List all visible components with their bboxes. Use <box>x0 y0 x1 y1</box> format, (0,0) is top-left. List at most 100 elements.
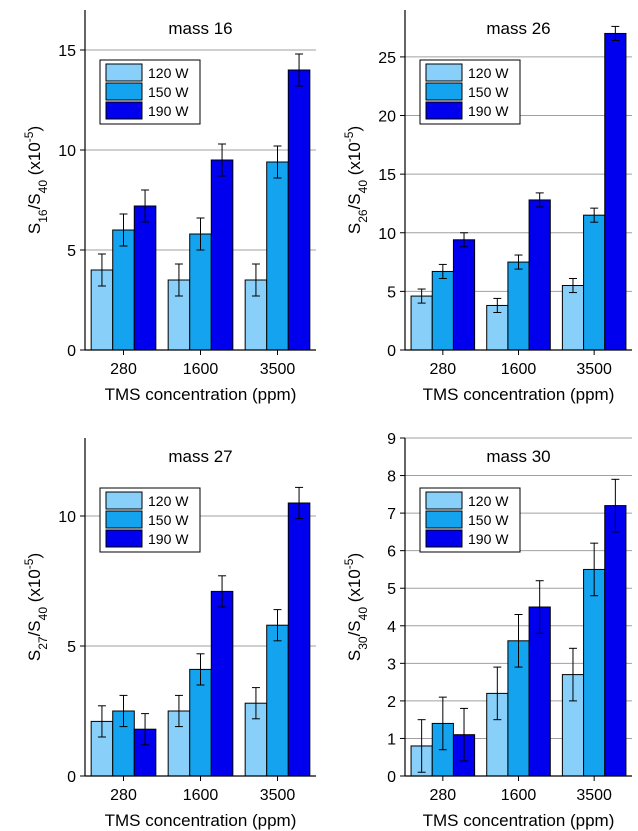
legend-swatch <box>105 63 143 82</box>
x-tick-label: 280 <box>429 361 456 378</box>
y-tick-label: 20 <box>378 109 396 126</box>
y-label-part: 40 <box>356 607 370 621</box>
error-bar <box>119 694 128 728</box>
x-tick-label: 3500 <box>576 787 612 804</box>
y-label-part: S <box>345 223 364 234</box>
error-bar <box>196 217 205 251</box>
y-tick-label: 0 <box>67 769 76 786</box>
y-tick-label: 5 <box>67 243 76 260</box>
y-axis-label: S30/S40 (x10-5) <box>342 553 370 661</box>
x-tick-label: 280 <box>110 361 137 378</box>
bar <box>604 505 627 777</box>
error-bar <box>460 707 469 762</box>
y-label-part: (x10 <box>25 569 44 607</box>
y-axis-label: S16/S40 (x10-5) <box>22 126 50 234</box>
y-label-part: -5 <box>22 131 36 142</box>
legend-label: 190 W <box>468 103 509 119</box>
y-axis-label: S26/S40 (x10-5) <box>342 126 370 234</box>
error-bar <box>295 486 304 520</box>
y-tick-label: 25 <box>378 50 396 67</box>
y-label-part: (x10 <box>345 142 364 180</box>
y-tick-label: 0 <box>67 343 76 360</box>
y-label-part: 16 <box>36 209 50 223</box>
y-tick-label: 0 <box>387 769 396 786</box>
legend-swatch <box>425 82 463 101</box>
legend-swatch <box>425 491 463 510</box>
error-bar <box>251 687 260 720</box>
error-bar <box>295 53 304 87</box>
error-bar <box>119 213 128 247</box>
error-bar <box>590 542 599 597</box>
legend-label: 120 W <box>148 65 189 81</box>
error-bar <box>97 705 106 738</box>
bar <box>528 199 551 351</box>
error-bar <box>417 719 426 773</box>
panel: 0 5 10 15 280 1600 3500 mass 16 TMS concentratio… <box>22 10 316 404</box>
error-bar <box>514 254 523 270</box>
error-bar <box>97 253 106 287</box>
legend-swatch <box>105 529 143 548</box>
y-tick-label: 3 <box>387 656 396 673</box>
y-tick-label: 7 <box>387 506 396 523</box>
y-label-part: ) <box>345 553 364 559</box>
error-bar <box>174 263 183 297</box>
panel: 0 5 10 15 20 25 280 1600 3500 mass 26 TMS concentr… <box>342 10 632 404</box>
error-bar <box>196 653 205 686</box>
legend-label: 120 W <box>468 493 509 509</box>
y-label-part: -5 <box>22 558 36 569</box>
y-label-part: 40 <box>36 607 50 621</box>
y-label-part: (x10 <box>25 142 44 180</box>
error-bar <box>493 666 502 721</box>
x-axis-label: TMS concentration (ppm) <box>105 811 297 830</box>
bar <box>604 32 627 351</box>
error-bar <box>568 647 577 702</box>
error-bar <box>141 189 150 223</box>
x-tick-label: 1600 <box>501 361 537 378</box>
bar <box>189 233 212 351</box>
y-tick-label: 15 <box>378 167 396 184</box>
error-bar <box>273 145 282 179</box>
error-bar <box>273 609 282 642</box>
bar <box>287 502 311 777</box>
y-label-part: -5 <box>342 131 356 142</box>
panel: 0 5 10 280 1600 3500 mass 27 TMS concentration … <box>22 438 316 830</box>
legend-swatch <box>425 101 463 120</box>
y-tick-label: 2 <box>387 694 396 711</box>
error-bar <box>535 192 544 208</box>
y-label-part: 26 <box>356 209 370 223</box>
y-tick-label: 5 <box>67 639 76 656</box>
y-label-part: S <box>25 650 44 661</box>
y-label-part: ) <box>25 126 44 132</box>
x-tick-label: 280 <box>429 787 456 804</box>
x-tick-label: 3500 <box>576 361 612 378</box>
y-label-part: /S <box>345 193 364 209</box>
x-axis-label: TMS concentration (ppm) <box>423 385 615 404</box>
y-tick-label: 15 <box>58 43 76 60</box>
y-label-part: /S <box>345 620 364 636</box>
error-bar <box>218 575 227 608</box>
legend-label: 120 W <box>468 65 509 81</box>
panel: 0 1 2 3 4 5 6 7 8 9 280 1600 3500 mass 30 TMS concentr… <box>342 431 632 830</box>
x-tick-label: 3500 <box>260 787 296 804</box>
y-tick-label: 10 <box>58 509 76 526</box>
bar <box>507 261 530 351</box>
y-tick-label: 1 <box>387 731 396 748</box>
error-bar <box>568 277 577 294</box>
error-bar <box>514 614 523 668</box>
error-bar <box>460 232 469 248</box>
y-label-part: -5 <box>342 558 356 569</box>
y-tick-label: 6 <box>387 544 396 561</box>
chart-title: mass 30 <box>486 447 550 466</box>
error-bar <box>174 694 183 728</box>
bar <box>210 590 234 777</box>
error-bar <box>493 297 502 313</box>
bar <box>410 295 433 351</box>
error-bar <box>535 580 544 634</box>
y-label-part: (x10 <box>345 569 364 607</box>
legend-swatch <box>425 510 463 529</box>
legend-swatch <box>105 101 143 120</box>
bar <box>583 568 606 777</box>
chart-title: mass 16 <box>168 19 232 38</box>
error-bar <box>611 478 620 533</box>
